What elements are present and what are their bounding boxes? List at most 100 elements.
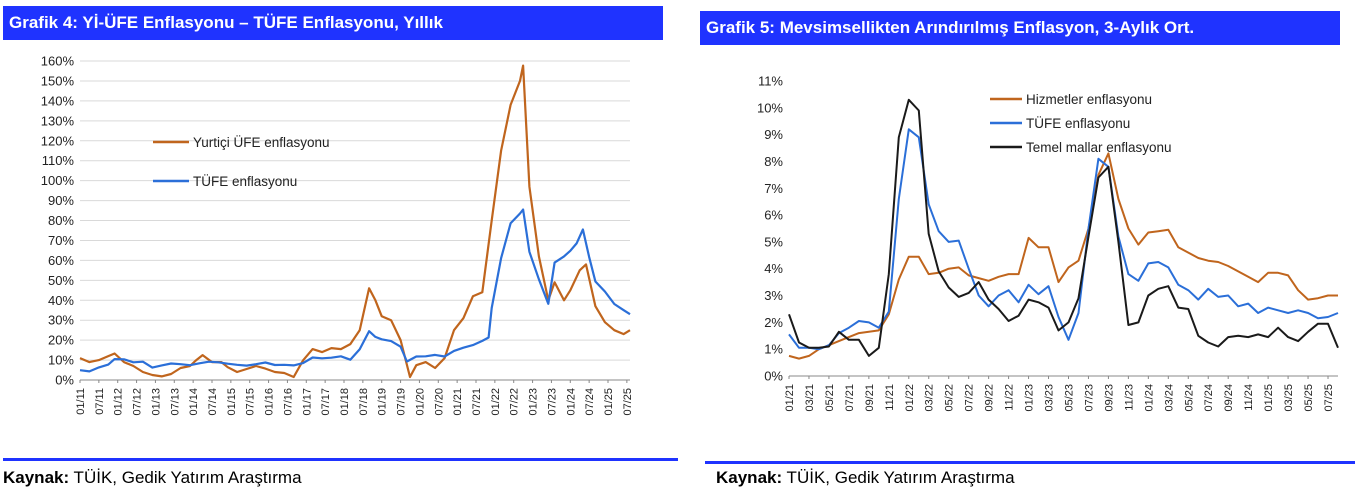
- x-tick-label: 11/21: [884, 384, 896, 411]
- y-tick-label: 1%: [764, 342, 783, 357]
- y-tick-label: 60%: [48, 253, 74, 268]
- x-tick-label: 01/19: [377, 388, 389, 416]
- x-tick-label: 01/24: [1143, 384, 1155, 412]
- x-tick-label: 01/17: [301, 388, 313, 416]
- y-tick-label: 80%: [48, 213, 74, 228]
- x-tick-label: 09/22: [984, 384, 996, 412]
- x-tick-label: 09/24: [1223, 384, 1235, 412]
- x-tick-label: 03/22: [924, 384, 936, 412]
- legend-label: Temel mallar enflasyonu: [1026, 140, 1172, 155]
- x-tick-label: 07/15: [245, 388, 257, 416]
- x-tick-label: 05/24: [1183, 384, 1195, 412]
- x-tick-label: 01/25: [1263, 384, 1275, 412]
- x-tick-label: 07/17: [320, 388, 332, 416]
- y-tick-label: 40%: [48, 293, 74, 308]
- x-tick-label: 01/11: [75, 388, 87, 415]
- x-tick-label: 01/22: [904, 384, 916, 412]
- y-tick-label: 10%: [757, 100, 783, 115]
- series-line: [788, 128, 1339, 351]
- series-line: [79, 64, 631, 379]
- x-tick-label: 05/25: [1303, 384, 1315, 412]
- x-tick-label: 01/14: [188, 388, 200, 416]
- y-tick-label: 10%: [48, 353, 74, 368]
- y-tick-label: 70%: [48, 233, 74, 248]
- y-tick-label: 140%: [41, 93, 75, 108]
- x-tick-label: 11/23: [1123, 384, 1135, 411]
- y-tick-label: 120%: [41, 133, 75, 148]
- source-text: TÜİK, Gedik Yatırım Araştırma: [782, 468, 1015, 487]
- chart-title: Grafik 4: Yİ-ÜFE Enflasyonu – TÜFE Enfla…: [3, 6, 663, 40]
- x-tick-label: 07/22: [964, 384, 976, 412]
- y-tick-label: 160%: [41, 54, 75, 69]
- x-tick-label: 01/25: [603, 388, 615, 416]
- line-chart: 0% 1% 2% 3% 4% 5% 6% 7% 8% 9% 10% 11% 01/21 03/21 05/2…: [757, 74, 1339, 412]
- y-tick-label: 11%: [758, 74, 783, 89]
- x-tick-label: 01/18: [339, 388, 351, 416]
- y-tick-label: 3%: [764, 288, 783, 303]
- y-tick-label: 7%: [764, 181, 783, 196]
- source-note: Kaynak: TÜİK, Gedik Yatırım Araştırma: [716, 468, 1015, 488]
- series-line: [79, 208, 631, 373]
- legend-label: TÜFE enflasyonu: [1026, 116, 1130, 131]
- y-tick-label: 4%: [764, 261, 783, 276]
- x-tick-label: 07/14: [207, 388, 219, 416]
- x-tick-label: 01/22: [490, 388, 502, 416]
- x-tick-label: 01/21: [452, 388, 464, 416]
- y-tick-label: 0%: [55, 373, 74, 388]
- x-tick-label: 05/21: [824, 384, 836, 412]
- y-tick-label: 50%: [48, 273, 74, 288]
- y-tick-label: 150%: [41, 73, 75, 88]
- legend-label: Hizmetler enflasyonu: [1026, 92, 1152, 107]
- x-tick-label: 01/13: [150, 388, 162, 416]
- series-line: [788, 98, 1339, 357]
- source-note: Kaynak: TÜİK, Gedik Yatırım Araştırma: [3, 468, 302, 488]
- y-tick-label: 100%: [41, 173, 75, 188]
- y-tick-label: 5%: [764, 234, 783, 249]
- x-tick-label: 01/21: [784, 384, 796, 412]
- x-tick-label: 07/25: [622, 388, 634, 416]
- x-tick-label: 07/25: [1323, 384, 1335, 412]
- line-chart: 0% 10% 20% 30% 40% 50% 60% 70% 80% 90% 100% 110% 120…: [41, 54, 634, 416]
- x-tick-label: 07/12: [132, 388, 144, 416]
- x-tick-label: 09/21: [864, 384, 876, 412]
- x-tick-label: 07/19: [396, 388, 408, 416]
- x-tick-label: 01/24: [565, 388, 577, 416]
- y-tick-label: 0%: [764, 369, 783, 384]
- x-tick-label: 01/23: [1024, 384, 1036, 412]
- x-tick-label: 07/24: [1203, 384, 1215, 412]
- x-tick-label: 05/23: [1063, 384, 1075, 412]
- x-tick-label: 07/24: [584, 388, 596, 416]
- divider: [705, 461, 1355, 464]
- x-tick-label: 07/18: [358, 388, 370, 416]
- y-tick-label: 6%: [764, 208, 783, 223]
- legend-label: Yurtiçi ÜFE enflasyonu: [193, 135, 330, 150]
- x-tick-label: 07/22: [509, 388, 521, 416]
- x-tick-label: 05/22: [944, 384, 956, 412]
- x-tick-label: 07/21: [471, 388, 483, 416]
- y-tick-label: 30%: [48, 313, 74, 328]
- x-tick-label: 01/12: [113, 388, 125, 416]
- y-tick-label: 2%: [764, 315, 783, 330]
- x-tick-label: 03/23: [1044, 384, 1056, 412]
- x-tick-label: 07/20: [433, 388, 445, 416]
- y-tick-label: 20%: [48, 333, 74, 348]
- x-tick-label: 03/24: [1163, 384, 1175, 412]
- x-tick-label: 07/16: [282, 388, 294, 416]
- y-tick-label: 9%: [764, 127, 783, 142]
- chart-title: Grafik 5: Mevsimsellikten Arındırılmış E…: [700, 11, 1340, 45]
- x-tick-label: 01/23: [528, 388, 540, 416]
- x-tick-label: 07/11: [94, 388, 106, 415]
- source-label: Kaynak:: [716, 468, 783, 487]
- x-tick-label: 01/15: [226, 388, 238, 416]
- y-tick-label: 8%: [764, 154, 783, 169]
- x-tick-label: 01/20: [414, 388, 426, 416]
- y-tick-label: 110%: [42, 153, 75, 168]
- x-tick-label: 11/22: [1004, 384, 1016, 411]
- x-tick-label: 07/23: [546, 388, 558, 416]
- x-tick-label: 07/21: [844, 384, 856, 412]
- y-tick-label: 130%: [41, 113, 75, 128]
- divider: [3, 458, 678, 461]
- x-tick-label: 03/21: [804, 384, 816, 412]
- series-line: [788, 152, 1338, 360]
- x-tick-label: 03/25: [1283, 384, 1295, 412]
